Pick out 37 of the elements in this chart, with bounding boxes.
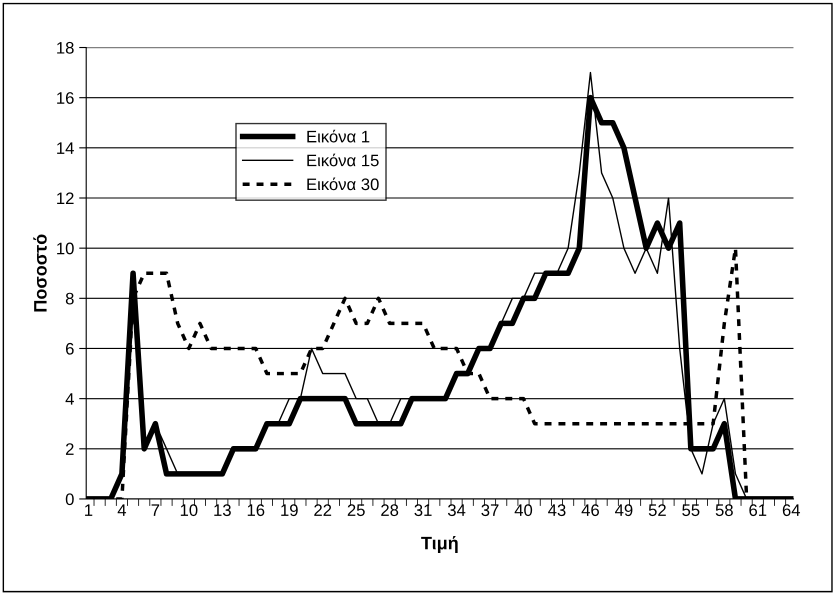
y-tick-label: 8 (66, 292, 74, 305)
legend-label: Εικόνα 30 (307, 177, 379, 190)
x-tick-label: 43 (548, 504, 566, 516)
x-tick-label: 25 (348, 504, 365, 516)
y-tick-label: 6 (66, 342, 74, 355)
x-tick-label: 13 (214, 504, 231, 516)
x-tick-label: 31 (414, 504, 432, 516)
x-tick-label: 22 (314, 504, 332, 516)
x-tick-label: 52 (648, 504, 666, 516)
x-axis-title: Τιμή (421, 536, 458, 554)
x-tick-label: 40 (514, 504, 532, 516)
x-tick-label: 1 (85, 504, 92, 516)
x-tick-label: 55 (682, 504, 700, 516)
y-tick-label: 0 (66, 493, 74, 506)
x-tick-label: 28 (381, 504, 398, 516)
x-tick-label: 10 (180, 504, 198, 516)
y-tick-label: 12 (57, 192, 74, 204)
y-tick-label: 4 (66, 393, 74, 405)
x-tick-label: 7 (152, 504, 160, 516)
x-tick-label: 37 (481, 504, 498, 516)
x-tick-label: 46 (582, 504, 599, 516)
x-tick-label: 64 (782, 504, 800, 516)
y-tick-label: 18 (57, 42, 74, 54)
legend-label: Εικόνα 1 (307, 130, 370, 142)
x-tick-label: 19 (281, 504, 298, 516)
y-tick-label: 16 (57, 92, 74, 104)
x-tick-label: 58 (716, 504, 733, 516)
x-tick-label: 49 (615, 504, 632, 516)
x-tick-label: 4 (118, 504, 126, 516)
x-tick-label: 34 (448, 504, 466, 516)
legend-label: Εικόνα 15 (307, 154, 379, 166)
y-tick-label: 10 (57, 242, 74, 254)
y-axis-title: Ποσοστό (33, 234, 47, 312)
y-tick-label: 14 (57, 142, 74, 154)
x-tick-label: 61 (749, 504, 766, 516)
y-tick-label: 2 (66, 443, 74, 455)
x-tick-label: 16 (248, 504, 264, 516)
